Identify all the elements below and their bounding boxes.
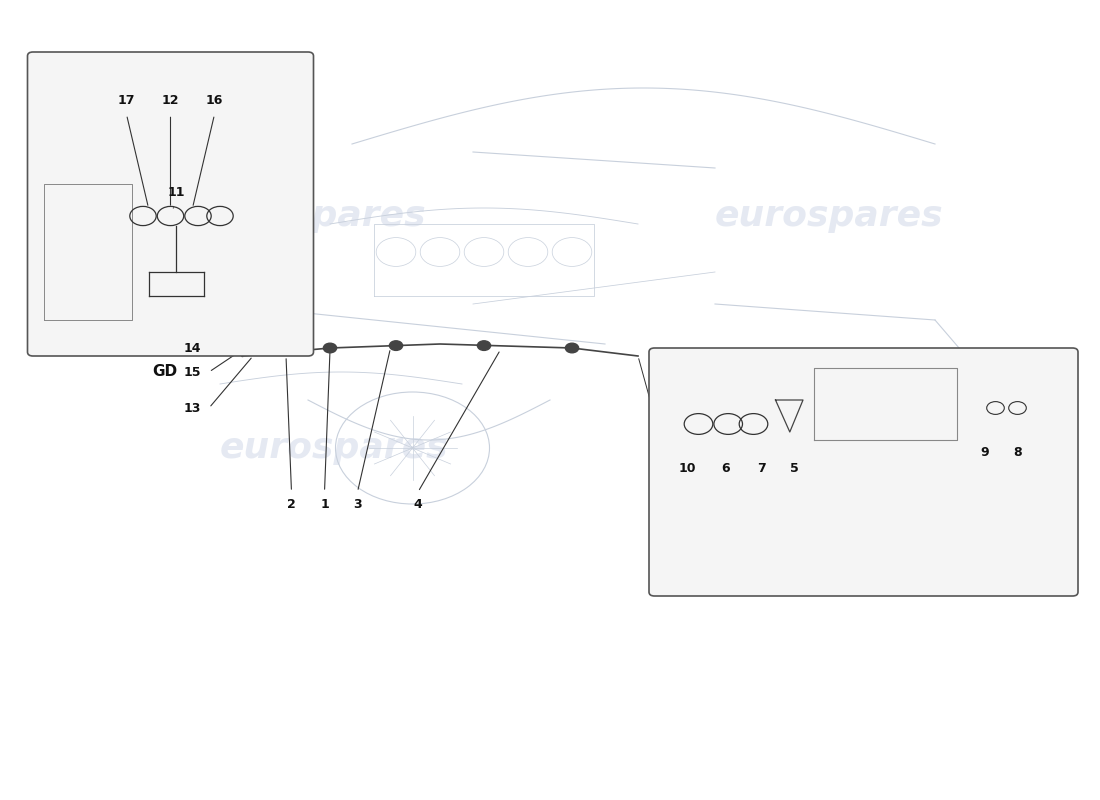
Circle shape <box>323 343 337 353</box>
Text: eurospares: eurospares <box>198 199 427 233</box>
Text: 8: 8 <box>1013 446 1022 458</box>
Text: 2: 2 <box>287 498 296 510</box>
Text: 12: 12 <box>162 94 179 106</box>
Text: 5: 5 <box>790 462 799 474</box>
Text: 1: 1 <box>320 498 329 510</box>
Text: GD: GD <box>153 365 177 379</box>
Circle shape <box>565 343 579 353</box>
Text: 13: 13 <box>184 402 201 414</box>
Circle shape <box>389 341 403 350</box>
FancyBboxPatch shape <box>649 348 1078 596</box>
Text: 7: 7 <box>757 462 766 474</box>
Text: 4: 4 <box>414 498 422 510</box>
Text: eurospares: eurospares <box>715 199 944 233</box>
FancyBboxPatch shape <box>28 52 313 356</box>
Circle shape <box>477 341 491 350</box>
Text: 15: 15 <box>184 366 201 378</box>
Text: 3: 3 <box>353 498 362 510</box>
Text: 6: 6 <box>722 462 730 474</box>
Text: 16: 16 <box>206 94 223 106</box>
Text: eurospares: eurospares <box>220 431 449 465</box>
Text: 11: 11 <box>167 186 185 198</box>
Text: 17: 17 <box>118 94 135 106</box>
Text: eurospares: eurospares <box>715 431 944 465</box>
Text: 10: 10 <box>679 462 696 474</box>
Text: 9: 9 <box>980 446 989 458</box>
Text: 14: 14 <box>184 342 201 354</box>
